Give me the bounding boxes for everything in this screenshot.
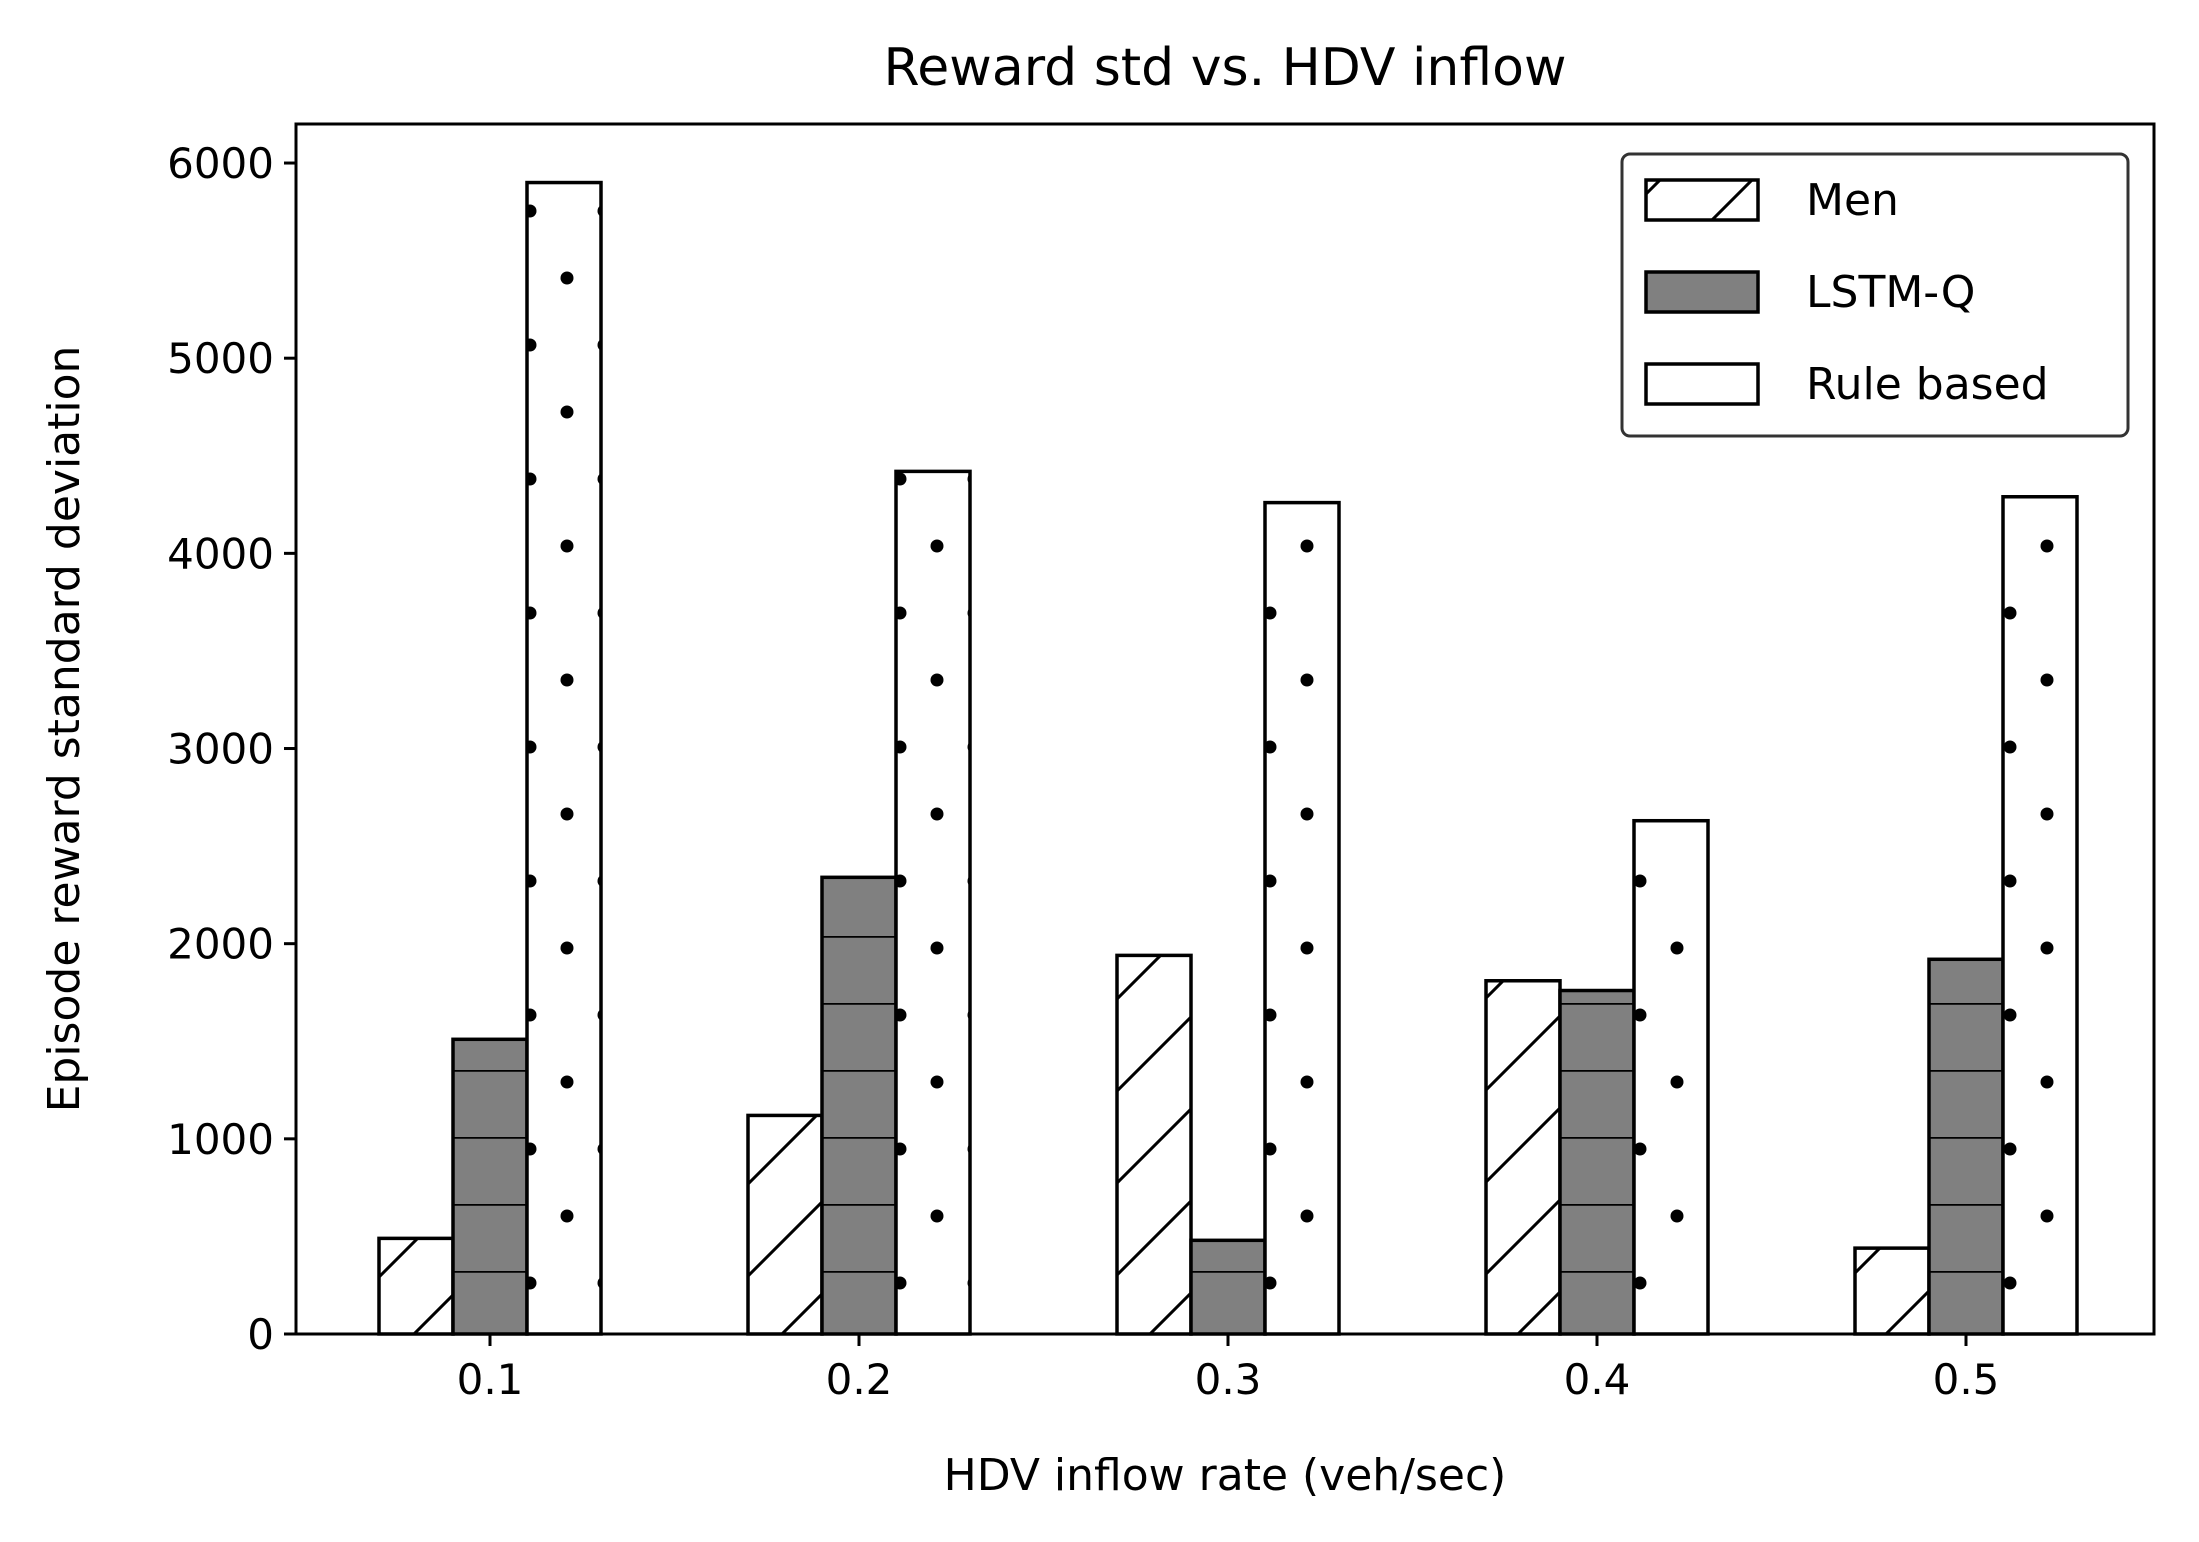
bar-men-0.5: [1853, 1246, 1931, 1336]
legend-swatch-men: [1644, 178, 1760, 222]
y-axis: 0 1000 2000 3000 4000 5000 6000: [167, 139, 296, 1359]
x-tick-label: 0.3: [1195, 1355, 1262, 1404]
bar-men-0.2: [746, 1113, 824, 1336]
legend-label: LSTM-Q: [1806, 267, 1975, 318]
x-tick-label: 0.4: [1564, 1355, 1631, 1404]
legend-swatch-lstm-q: [1644, 270, 1760, 314]
legend: Men LSTM-Q Rule based: [1620, 152, 2130, 438]
x-tick-label: 0.5: [1933, 1355, 2000, 1404]
bar-rule-based-0.3: [1263, 500, 1341, 1336]
legend-label: Men: [1806, 175, 1899, 226]
y-tick-label: 1000: [167, 1115, 274, 1164]
bar-rule-based-0.5: [2001, 495, 2079, 1336]
bar-lstm-q-0.1: [451, 1037, 529, 1336]
y-tick-label: 6000: [167, 139, 274, 188]
bar-lstm-q-0.5: [1927, 957, 2005, 1336]
y-axis-label: Episode reward standard deviation: [39, 346, 90, 1113]
bar-men-0.1: [377, 1236, 455, 1336]
y-tick-label: 3000: [167, 725, 274, 774]
y-tick-label: 5000: [167, 334, 274, 383]
x-axis-label: HDV inflow rate (veh/sec): [944, 1450, 1507, 1501]
plot-frame: [294, 122, 2156, 1336]
x-tick-label: 0.1: [457, 1355, 524, 1404]
chart-title: Reward std vs. HDV inflow: [884, 38, 1567, 98]
bar-men-0.4: [1484, 979, 1562, 1336]
y-tick-label: 4000: [167, 529, 274, 578]
y-tick-label: 2000: [167, 920, 274, 969]
bar-rule-based-0.1: [525, 180, 603, 1336]
bars-group: [377, 180, 2079, 1336]
x-tick-label: 0.2: [826, 1355, 893, 1404]
bar-lstm-q-0.2: [820, 875, 898, 1336]
x-axis: 0.1 0.2 0.3 0.4 0.5: [457, 1334, 2000, 1404]
bar-rule-based-0.2: [894, 469, 972, 1336]
bar-rule-based-0.4: [1632, 818, 1710, 1336]
legend-label: Rule based: [1806, 359, 2049, 410]
y-tick-label: 0: [247, 1310, 274, 1359]
legend-swatch-rule-based: [1644, 362, 1760, 406]
bar-men-0.3: [1115, 953, 1193, 1336]
bar-lstm-q-0.3: [1189, 1238, 1267, 1336]
bar-lstm-q-0.4: [1558, 988, 1636, 1336]
